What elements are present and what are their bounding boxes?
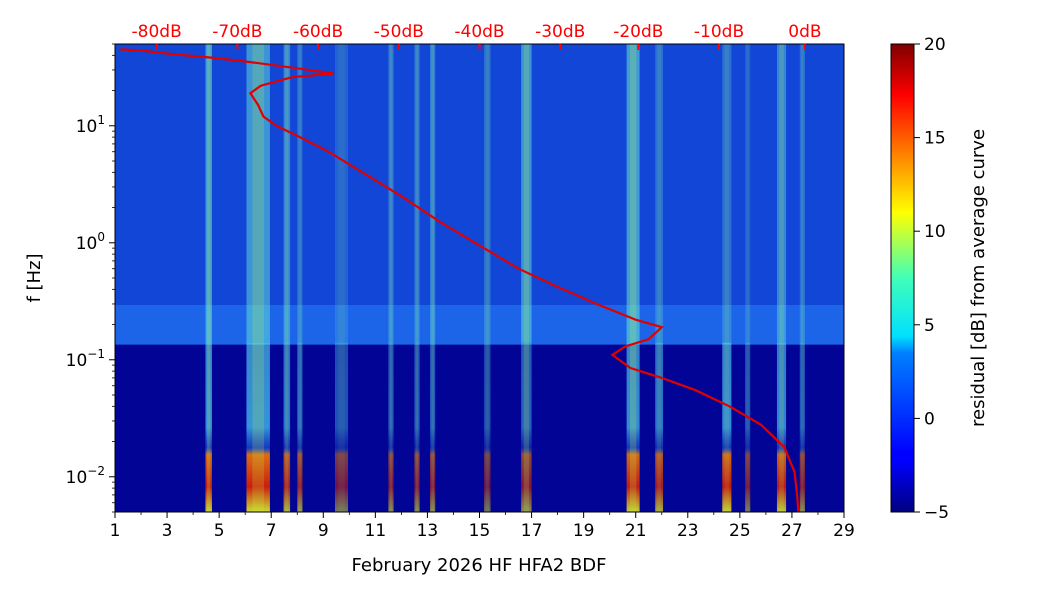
- noise-band-upper-2: [283, 44, 291, 343]
- heatmap-low-frequency-region: [115, 344, 844, 512]
- x-tick-label-23: 23: [677, 521, 699, 541]
- noise-band-core-6: [415, 44, 419, 512]
- noise-bands: [205, 44, 805, 512]
- noise-band-upper-0: [205, 44, 212, 343]
- colorbar-tick-label-15: 15: [924, 129, 946, 149]
- top-tick-label-2: -60dB: [293, 22, 343, 42]
- x-tick-label-1: 1: [110, 521, 121, 541]
- noise-band-upper-5: [388, 44, 394, 343]
- x-axis-label: February 2026 HF HFA2 BDF: [352, 555, 607, 576]
- x-tick-label-15: 15: [469, 521, 491, 541]
- y-axis-label: f [Hz]: [24, 253, 45, 302]
- noise-band-lower-10: [626, 342, 640, 512]
- x-tick-label-19: 19: [573, 521, 595, 541]
- colorbar-ticks: −5 0 5 10 15 20: [914, 35, 949, 523]
- noise-band-lower-4: [335, 342, 349, 512]
- noise-band-upper-15: [799, 44, 805, 343]
- colorbar: [890, 43, 915, 513]
- noise-band-lower-3: [297, 342, 303, 512]
- colorbar-tick-label-0: 0: [924, 409, 935, 429]
- colorbar-tick-label-20: 20: [924, 35, 946, 55]
- noise-band-upper-8: [484, 44, 491, 343]
- x-tick-label-13: 13: [417, 521, 439, 541]
- top-tick-label-1: -70dB: [212, 22, 262, 42]
- y-tick-label-0.1: 10−1: [66, 347, 105, 371]
- x-tick-label-29: 29: [833, 521, 855, 541]
- reference-curve: [120, 48, 800, 512]
- noise-band-core-10: [629, 44, 637, 512]
- top-tick-label-7: -10dB: [694, 22, 744, 42]
- noise-band-lower-0: [205, 342, 212, 512]
- noise-band-core-8: [485, 44, 489, 512]
- noise-band-core-14: [779, 44, 784, 512]
- noise-band-lower-9: [521, 342, 532, 512]
- x-tick-label-11: 11: [365, 521, 387, 541]
- noise-band-lower-12: [722, 342, 732, 512]
- noise-band-lower-15: [799, 342, 805, 512]
- x-tick-label-17: 17: [521, 521, 543, 541]
- x-tick-label-7: 7: [266, 521, 277, 541]
- top-tick-label-4: -40dB: [454, 22, 504, 42]
- noise-band-lower-1: [246, 342, 270, 512]
- noise-band-lower-7: [430, 342, 436, 512]
- noise-band-lower-5: [388, 342, 394, 512]
- noise-band-upper-6: [414, 44, 420, 343]
- top-tick-label-6: -20dB: [613, 22, 663, 42]
- heatmap-area: [115, 44, 844, 512]
- heatmap-high-frequency-region: [115, 44, 844, 344]
- x-axis: 1 3 5 7 9 11 13 15 17 19 21 23 25 27 29: [110, 512, 855, 541]
- noise-band-lower-8: [484, 342, 491, 512]
- x-tick-label-21: 21: [625, 521, 647, 541]
- noise-band-upper-12: [722, 44, 732, 343]
- noise-band-lower-2: [283, 342, 291, 512]
- noise-band-core-1: [252, 44, 265, 512]
- microseism-band: [115, 305, 844, 345]
- noise-band-core-2: [285, 44, 289, 512]
- y-tick-label-10: 101: [76, 113, 105, 137]
- y-axis: 10−2 10−1 100 101: [66, 43, 115, 513]
- noise-band-upper-10: [626, 44, 640, 343]
- noise-band-upper-1: [246, 44, 270, 343]
- x-tick-label-3: 3: [162, 521, 173, 541]
- y-tick-label-1: 100: [76, 230, 105, 254]
- x-tick-label-25: 25: [729, 521, 751, 541]
- noise-band-upper-3: [297, 44, 303, 343]
- top-tick-label-5: -30dB: [535, 22, 585, 42]
- noise-band-core-3: [298, 44, 302, 512]
- top-tick-label-3: -50dB: [374, 22, 424, 42]
- noise-band-core-15: [801, 44, 804, 512]
- noise-band-upper-7: [430, 44, 436, 343]
- noise-band-core-7: [431, 44, 434, 512]
- x-tick-label-5: 5: [214, 521, 225, 541]
- top-tick-label-8: 0dB: [788, 22, 821, 42]
- noise-band-core-12: [724, 44, 730, 512]
- colorbar-tick-label-10: 10: [924, 222, 946, 242]
- noise-band-core-5: [389, 44, 393, 512]
- noise-band-lower-14: [776, 342, 787, 512]
- noise-band-core-9: [523, 44, 529, 512]
- x-tick-label-27: 27: [781, 521, 803, 541]
- x-tick-label-9: 9: [318, 521, 329, 541]
- noise-band-upper-13: [745, 44, 751, 343]
- noise-band-core-4: [338, 44, 345, 512]
- noise-band-core-0: [207, 44, 211, 512]
- top-db-axis: -80dB -70dB -60dB -50dB -40dB -30dB -20dB -10dB…: [132, 22, 822, 50]
- top-tick-label-0: -80dB: [132, 22, 182, 42]
- y-tick-label-0.01: 10−2: [66, 464, 105, 488]
- noise-band-lower-6: [414, 342, 420, 512]
- noise-band-lower-13: [745, 342, 751, 512]
- noise-band-upper-14: [776, 44, 787, 343]
- noise-band-core-13: [746, 44, 749, 512]
- noise-band-lower-11: [655, 342, 664, 512]
- noise-band-upper-9: [521, 44, 532, 343]
- colorbar-tick-label-5: 5: [924, 316, 935, 336]
- noise-band-core-11: [657, 44, 662, 512]
- colorbar-tick-label--5: −5: [924, 503, 949, 523]
- noise-band-upper-11: [655, 44, 664, 343]
- noise-band-upper-4: [335, 44, 349, 343]
- colorbar-label: residual [dB] from average curve: [968, 129, 989, 427]
